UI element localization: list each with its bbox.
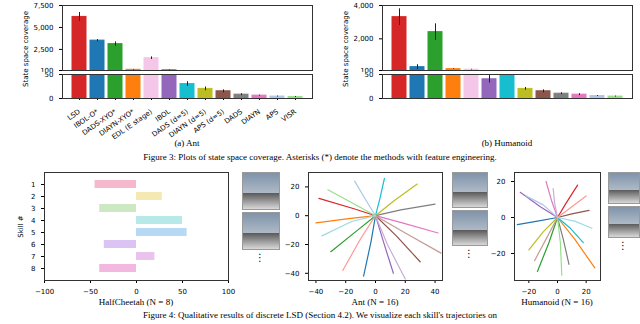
html-text:HalfCheetah (N = 8): HalfCheetah (N = 8) bbox=[98, 297, 174, 307]
svg-text:IBOL: IBOL bbox=[154, 107, 172, 124]
svg-text:20: 20 bbox=[401, 288, 410, 296]
svg-text:50: 50 bbox=[178, 288, 187, 296]
svg-text:0: 0 bbox=[501, 214, 505, 222]
svg-text:7,500: 7,500 bbox=[33, 2, 53, 10]
svg-text:0: 0 bbox=[373, 288, 377, 296]
svg-text:50: 50 bbox=[45, 72, 54, 79]
svg-text:4,000: 4,000 bbox=[353, 2, 373, 10]
svg-text:8: 8 bbox=[31, 265, 35, 273]
svg-text:EDL (E stage): EDL (E stage) bbox=[110, 108, 154, 142]
svg-text:−20: −20 bbox=[338, 288, 353, 296]
svg-text:−20: −20 bbox=[521, 288, 536, 296]
svg-text:6: 6 bbox=[31, 241, 36, 249]
html-text:Ant (N = 16): Ant (N = 16) bbox=[351, 297, 399, 307]
svg-text:0: 0 bbox=[134, 288, 138, 296]
svg-text:20: 20 bbox=[582, 288, 591, 296]
html-text:Humanoid (N = 16): Humanoid (N = 16) bbox=[521, 297, 593, 307]
svg-text:DADS: DADS bbox=[223, 107, 244, 126]
svg-text:−20: −20 bbox=[285, 241, 300, 249]
svg-text:LSD: LSD bbox=[66, 107, 82, 123]
svg-text:−40: −40 bbox=[285, 270, 300, 278]
svg-text:DADS (d=5): DADS (d=5) bbox=[150, 107, 190, 139]
svg-text:−20: −20 bbox=[491, 250, 506, 258]
svg-text:2,000: 2,000 bbox=[353, 35, 373, 43]
svg-text:50: 50 bbox=[365, 72, 374, 79]
svg-text:VISR: VISR bbox=[280, 108, 298, 124]
svg-text:4: 4 bbox=[31, 217, 36, 225]
svg-text:0: 0 bbox=[49, 95, 53, 103]
html-text:(a) Ant: (a) Ant bbox=[174, 138, 200, 148]
svg-text:APS: APS bbox=[264, 107, 280, 122]
svg-text:−50: −50 bbox=[83, 288, 98, 296]
html-text:Figure 3: Plots of state space: Figure 3: Plots of state space coverage.… bbox=[143, 152, 497, 162]
html-text:Figure 4: Qualitative results: Figure 4: Qualitative results of discret… bbox=[142, 310, 498, 320]
svg-text:20: 20 bbox=[291, 183, 300, 191]
svg-text:0: 0 bbox=[555, 288, 559, 296]
html-text:State space coverage: State space coverage bbox=[342, 11, 350, 87]
svg-text:DIAYN: DIAYN bbox=[240, 108, 262, 127]
svg-text:7: 7 bbox=[31, 253, 35, 261]
svg-text:DIAYN-XYO*: DIAYN-XYO* bbox=[97, 107, 136, 138]
svg-text:3: 3 bbox=[31, 205, 35, 213]
svg-text:−100: −100 bbox=[35, 288, 54, 296]
svg-text:DIAYN (d=5): DIAYN (d=5) bbox=[167, 107, 208, 140]
html-text:State space coverage: State space coverage bbox=[22, 11, 30, 87]
svg-text:2: 2 bbox=[31, 193, 35, 201]
svg-text:DADS-XYO*: DADS-XYO* bbox=[80, 107, 118, 138]
svg-text:Skill #: Skill # bbox=[17, 215, 25, 238]
svg-text:−40: −40 bbox=[309, 288, 324, 296]
html-text:(b) Humanoid: (b) Humanoid bbox=[481, 138, 533, 148]
svg-text:APS (d=5): APS (d=5) bbox=[192, 108, 226, 135]
svg-text:5: 5 bbox=[31, 229, 35, 237]
svg-text:40: 40 bbox=[431, 288, 440, 296]
svg-text:0: 0 bbox=[295, 212, 299, 220]
svg-text:20: 20 bbox=[497, 178, 506, 186]
svg-text:IBOL-O*: IBOL-O* bbox=[72, 107, 100, 131]
svg-text:100: 100 bbox=[222, 288, 235, 296]
svg-text:1: 1 bbox=[31, 181, 35, 189]
svg-text:5,000: 5,000 bbox=[33, 24, 53, 32]
svg-text:2,500: 2,500 bbox=[33, 46, 53, 54]
svg-text:0: 0 bbox=[369, 95, 373, 103]
